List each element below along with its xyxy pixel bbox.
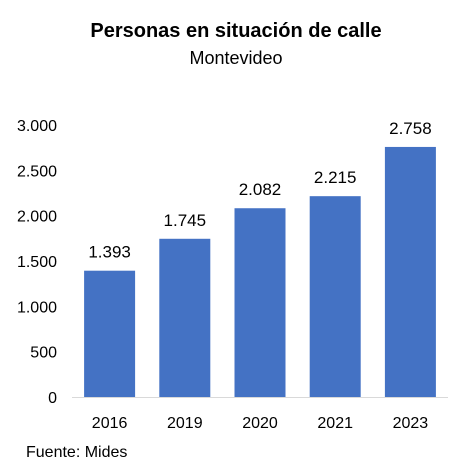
- bar: [384, 146, 436, 397]
- data-label: 2.758: [389, 119, 432, 138]
- chart-subtitle: Montevideo: [189, 48, 283, 68]
- bar: [234, 208, 286, 397]
- y-tick-label: 2.000: [17, 209, 57, 226]
- y-tick-label: 1.000: [17, 299, 57, 316]
- data-label: 2.082: [239, 180, 282, 199]
- x-tick-label: 2023: [393, 415, 429, 432]
- y-tick-label: 500: [30, 345, 57, 362]
- data-label: 1.393: [88, 243, 131, 262]
- data-label: 2.215: [314, 168, 357, 187]
- chart-title: Personas en situación de calle: [90, 20, 382, 42]
- y-tick-label: 1.500: [17, 254, 57, 271]
- y-tick-label: 3.000: [17, 118, 57, 135]
- y-tick-label: 0: [48, 390, 57, 407]
- x-tick-label: 2016: [92, 415, 128, 432]
- x-tick-label: 2020: [242, 415, 278, 432]
- y-tick-label: 2.500: [17, 163, 57, 180]
- source-note: Fuente: Mides: [26, 444, 128, 461]
- data-label: 1.745: [164, 211, 207, 230]
- x-tick-label: 2021: [317, 415, 353, 432]
- x-tick-label: 2019: [167, 415, 203, 432]
- bar: [159, 238, 211, 397]
- bar: [84, 270, 136, 397]
- bar: [309, 196, 361, 397]
